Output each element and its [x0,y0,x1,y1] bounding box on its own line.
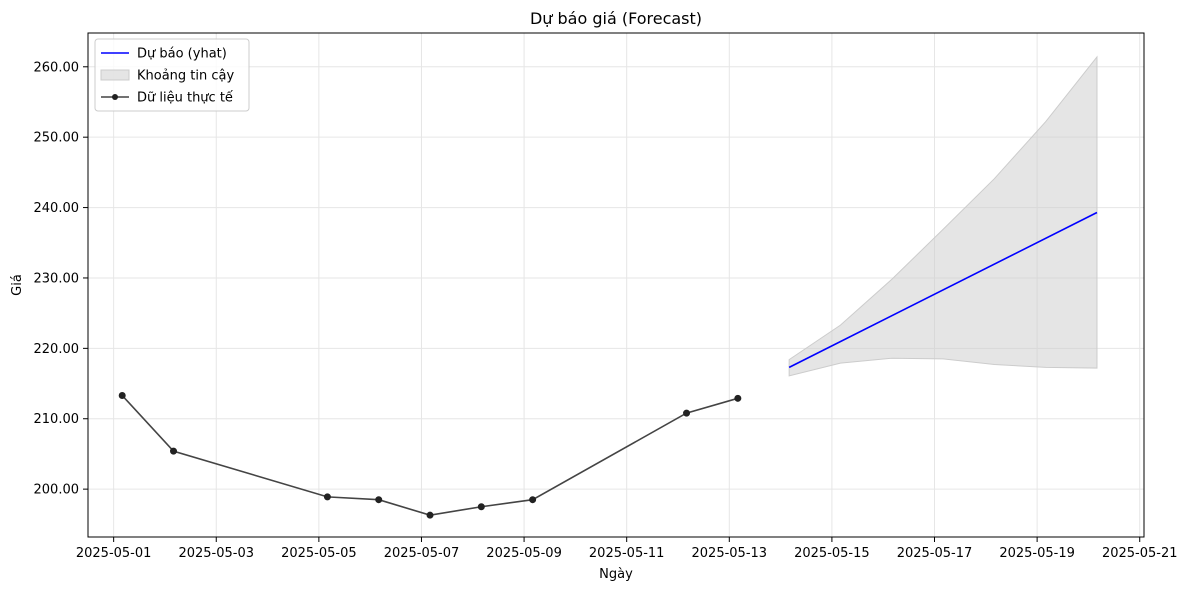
y-tick-label: 200.00 [34,483,80,498]
actual-data-point [118,392,126,400]
legend-box [94,38,250,112]
x-tick-label: 2025-05-11 [589,546,665,561]
axes: 2025-05-01 2025-05-03 2025-05-05 2025-05-07… [34,60,1178,561]
x-tick-label: 2025-05-07 [384,546,460,561]
plot-frame [87,32,1145,538]
legend-label: Khoảng tin cậy [137,69,235,84]
y-tick-label: 230.00 [34,271,80,286]
actual-data-point [529,496,537,504]
x-tick-label: 2025-05-15 [794,546,870,561]
actual-data-point [734,394,742,402]
y-axis-title: Giá [10,274,25,296]
confidence-band [788,55,1098,377]
actual-data-point [426,511,434,519]
legend-label: Dữ liệu thực tế [137,91,233,106]
x-tick-label: 2025-05-21 [1102,546,1178,561]
x-axis-title: Ngày [599,567,633,582]
chart-title: Dự báo giá (Forecast) [530,9,702,28]
series-layer [118,211,1098,519]
legend-swatch-band [100,69,130,81]
actual-data-point [170,447,178,455]
legend-swatch-actual-marker [112,94,118,100]
x-tick-label: 2025-05-01 [76,546,152,561]
x-tick-label: 2025-05-03 [178,546,254,561]
actual-data-point [477,503,485,511]
confidence-band-layer [788,55,1098,377]
forecast-line [788,211,1098,369]
y-tick-label: 250.00 [34,131,80,146]
x-tick-label: 2025-05-09 [486,546,562,561]
y-tick-label: 210.00 [34,412,80,427]
legend-label: Dự báo (yhat) [137,47,227,62]
y-tick-label: 220.00 [34,342,80,357]
x-tick-label: 2025-05-13 [692,546,768,561]
legend: Dự báo (yhat) Khoảng tin cậy Dữ liệu thực … [94,38,250,112]
x-tick-label: 2025-05-19 [999,546,1075,561]
x-tick-label: 2025-05-17 [897,546,973,561]
actual-data-point [323,493,331,501]
y-tick-label: 260.00 [34,60,80,75]
y-tick-label: 240.00 [34,201,80,216]
actual-data-point [683,409,691,417]
actual-data-point [375,496,383,504]
x-tick-label: 2025-05-05 [281,546,357,561]
